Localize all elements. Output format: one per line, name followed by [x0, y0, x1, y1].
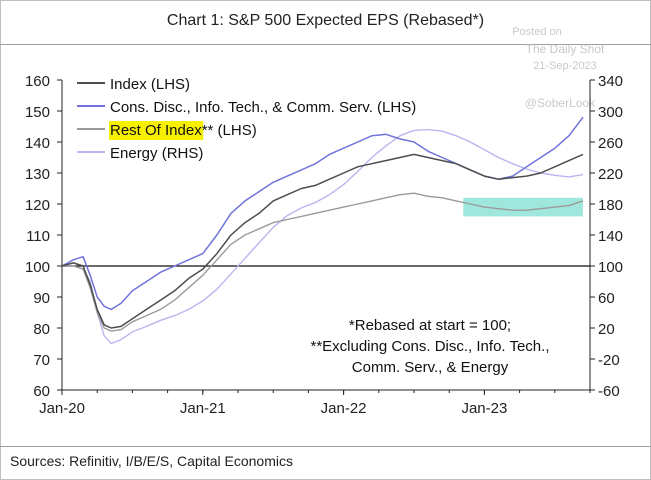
highlight-layer: [463, 197, 583, 217]
legend-highlight-marker: [109, 121, 204, 140]
y-right-tick-label: 140: [598, 228, 623, 245]
y-right-tick-label: 20: [598, 321, 615, 338]
y-right-tick-label: 60: [598, 290, 615, 307]
legend-suffix-text: ** (LHS): [202, 122, 257, 139]
legend-label-rest: Rest Of Index** (LHS): [110, 122, 257, 139]
annotation-line-1: *Rebased at start = 100;: [349, 317, 511, 334]
y-right-tick-label: 340: [598, 73, 623, 90]
watermark-handle: @SoberLook: [524, 96, 596, 110]
y-left-tick-label: 120: [25, 197, 50, 214]
eps-line-chart: 60 70 80 90 100 110 120 130 140 150 160 -60 -20 20 60 1…: [25, 73, 623, 417]
y-left-tick-label: 100: [25, 259, 50, 276]
legend-label-energy: Energy (RHS): [110, 145, 203, 162]
x-tick-label: Jan-22: [321, 400, 367, 417]
series-line-rest: [62, 192, 584, 332]
chart-title: Chart 1: S&P 500 Expected EPS (Rebased*): [166, 12, 485, 29]
x-tick-label: Jan-21: [180, 400, 226, 417]
legend-label-index: Index (LHS): [110, 76, 190, 93]
x-tick-label: Jan-23: [461, 400, 507, 417]
legend-highlight-text: Rest Of Index: [110, 122, 202, 139]
series-line-energy: [62, 128, 584, 345]
legend: Index (LHS) Cons. Disc., Info. Tech., & C…: [77, 76, 416, 162]
source-note: Sources: Refinitiv, I/B/E/S, Capital Eco…: [10, 453, 293, 469]
watermark-posted-on: Posted on: [512, 26, 562, 38]
footer-divider: [0, 446, 651, 447]
y-left-tick-label: 140: [25, 135, 50, 152]
y-left-tick-label: 90: [33, 290, 50, 307]
watermark-date: 21-Sep-2023: [533, 60, 597, 72]
highlight-region: [463, 197, 583, 217]
y-left-tick-label: 130: [25, 166, 50, 183]
y-right-tick-label: 220: [598, 166, 623, 183]
y-right-tick-label: 180: [598, 197, 623, 214]
series-line-index: [61, 153, 584, 329]
y-right-tick-label: 300: [598, 104, 623, 121]
x-tick-label: Jan-20: [39, 400, 85, 417]
legend-label-cons-disc: Cons. Disc., Info. Tech., & Comm. Serv. …: [110, 99, 416, 116]
y-right-tick-label: -20: [598, 352, 620, 369]
watermark-site: The Daily Shot: [525, 42, 605, 56]
annotation-line-3: Comm. Serv., & Energy: [352, 359, 509, 376]
y-left-tick-label: 150: [25, 104, 50, 121]
title-divider: [0, 44, 651, 45]
y-left-tick-label: 70: [33, 352, 50, 369]
y-left-tick-label: 110: [26, 228, 50, 245]
series-layer: [61, 116, 584, 345]
y-right-tick-label: 260: [598, 135, 623, 152]
y-left-tick-label: 60: [33, 383, 50, 400]
y-right-tick-label: 100: [598, 259, 623, 276]
annotation: *Rebased at start = 100; **Excluding Cons…: [310, 317, 549, 376]
y-left-tick-label: 80: [33, 321, 50, 338]
y-right-tick-label: -60: [598, 383, 620, 400]
y-left-tick-label: 160: [25, 73, 50, 90]
annotation-line-2: **Excluding Cons. Disc., Info. Tech.,: [310, 338, 549, 355]
axes-layer: 60 70 80 90 100 110 120 130 140 150 160 -60 -20 20 60 1…: [25, 73, 623, 417]
